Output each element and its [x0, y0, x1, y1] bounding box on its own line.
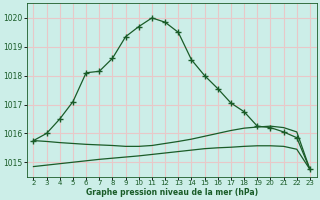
X-axis label: Graphe pression niveau de la mer (hPa): Graphe pression niveau de la mer (hPa)	[86, 188, 258, 197]
